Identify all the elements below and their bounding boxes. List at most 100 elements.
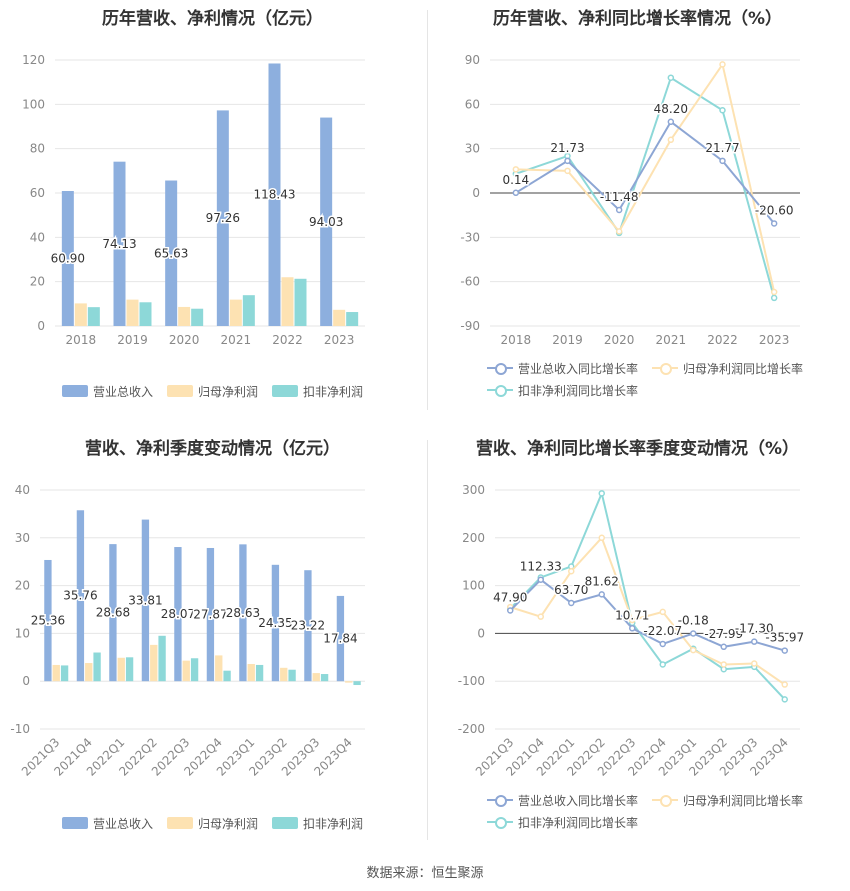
line-扣非净利润同比增长率 [509, 490, 786, 701]
y-tick-label: 40 [30, 230, 45, 244]
x-tick-label: 2018 [66, 333, 97, 347]
chart-legend: 营业总收入同比增长率 归母净利润同比增长率 扣非净利润同比增长率 [425, 789, 850, 833]
legend-item[interactable]: 扣非净利润同比增长率 [487, 814, 638, 831]
bar-归母净利润 [215, 655, 223, 682]
panel-divider [427, 440, 428, 840]
y-tick-label: 30 [15, 531, 30, 545]
bar-归母净利润 [52, 664, 60, 682]
point-归母净利润同比增长率 [659, 608, 666, 616]
x-tick-label: 2020 [169, 333, 200, 347]
bar-营业总收入 [320, 117, 333, 326]
y-tick-label: 80 [30, 142, 45, 156]
bar-value-label: 35.76 [63, 589, 97, 603]
legend-swatch [487, 384, 513, 397]
point-value-label: 48.20 [654, 102, 688, 116]
y-tick-label: 20 [30, 275, 45, 289]
legend-label: 归母净利润 [197, 384, 258, 399]
point-扣非净利润同比增长率 [719, 106, 726, 114]
y-tick-label: -10 [10, 722, 30, 736]
bar-归母净利润 [150, 644, 158, 682]
legend-label: 扣非净利润 [303, 816, 364, 831]
legend-swatch [272, 385, 298, 397]
bar-营业总收入 [206, 547, 215, 682]
bar-营业总收入 [44, 559, 52, 682]
point-营业总收入同比增长率 [507, 607, 514, 614]
bar-扣非净利润 [191, 308, 204, 326]
bar-营业总收入 [76, 510, 85, 682]
legend-item[interactable]: 营业总收入 [61, 383, 153, 400]
chart-title: 营收、净利季度变动情况（亿元） [85, 439, 340, 459]
bar-归母净利润 [281, 277, 294, 326]
legend-swatch [61, 385, 88, 397]
bar-归母净利润 [182, 660, 190, 682]
y-tick-label: 30 [465, 142, 480, 156]
point-营业总收入同比增长率 [568, 599, 575, 607]
legend-label: 营业总收入同比增长率 [518, 361, 639, 376]
y-tick-label: -90 [460, 319, 480, 333]
bar-营业总收入 [239, 544, 247, 682]
bar-营业总收入 [61, 191, 74, 326]
point-营业总收入同比增长率 [770, 220, 778, 227]
y-tick-label: 0 [477, 626, 485, 640]
legend-swatch [652, 362, 679, 375]
legend-item[interactable]: 扣非净利润 [272, 383, 363, 400]
bar-扣非净利润 [346, 312, 359, 326]
panel-divider [427, 10, 428, 410]
bar-扣非净利润 [294, 278, 307, 326]
bar-归母净利润 [333, 309, 346, 326]
bar-value-label: 28.07 [161, 607, 195, 621]
legend-item[interactable]: 扣非净利润同比增长率 [487, 382, 638, 399]
bar-归母净利润 [117, 657, 125, 682]
point-归母净利润同比增长率 [512, 166, 520, 173]
y-tick-label: -60 [460, 275, 480, 289]
bar-value-label: 28.63 [226, 606, 260, 620]
legend-item[interactable]: 营业总收入 [61, 815, 153, 832]
point-营业总收入同比增长率 [598, 591, 605, 598]
y-tick-label: 100 [462, 579, 485, 593]
point-营业总收入同比增长率 [781, 647, 788, 654]
y-tick-label: 10 [15, 626, 30, 640]
bar-营业总收入 [216, 110, 229, 326]
point-归母净利润同比增长率 [751, 660, 758, 667]
point-营业总收入同比增长率 [659, 640, 666, 648]
bar-扣非净利润 [320, 674, 329, 682]
point-归母净利润同比增长率 [719, 61, 726, 68]
bar-value-label: 60.90 [51, 252, 85, 266]
legend-item[interactable]: 归母净利润 [166, 815, 258, 832]
chart-legend: 营业总收入 归母净利润 扣非净利润 [0, 812, 425, 834]
legend-item[interactable]: 营业总收入同比增长率 [487, 792, 638, 809]
chart-title: 历年营收、净利情况（亿元） [102, 9, 323, 29]
point-扣非净利润同比增长率 [659, 661, 666, 668]
point-value-label: 81.62 [585, 574, 619, 588]
point-value-label: 0.14 [502, 173, 529, 187]
bar-营业总收入 [174, 547, 182, 682]
legend-item[interactable]: 归母净利润同比增长率 [652, 792, 803, 809]
legend-item[interactable]: 扣非净利润 [272, 815, 363, 832]
point-value-label: 63.70 [554, 583, 588, 597]
line-营业总收入同比增长率 [509, 578, 786, 652]
point-归母净利润同比增长率 [564, 167, 571, 175]
x-tick-label: 2023 [759, 333, 790, 347]
point-营业总收入同比增长率 [537, 576, 544, 583]
x-tick-label: 2022 [707, 333, 738, 347]
y-tick-label: 60 [465, 97, 480, 111]
bar-扣非净利润 [125, 657, 134, 682]
bar-扣非净利润 [288, 669, 296, 682]
data-source-note: 数据来源：恒生聚源 [366, 866, 484, 881]
y-tick-label: 0 [37, 319, 45, 333]
annual-revenue-profit-chart: 历年营收、净利情况（亿元） 0 20 40 60 80 100 120 2018 2019 202… [0, 0, 425, 430]
quarterly-growth-rate-chart: 营收、净利同比增长率季度变动情况（%） -200 -100 0 100 200 300 20… [425, 430, 850, 860]
point-营业总收入同比增长率 [512, 189, 520, 197]
quarterly-revenue-profit-plot: -100102030402021Q32021Q42022Q12022Q22022… [10, 483, 365, 779]
legend-item[interactable]: 归母净利润同比增长率 [652, 360, 803, 377]
point-value-label: -20.60 [755, 203, 794, 217]
legend-item[interactable]: 营业总收入同比增长率 [487, 360, 638, 377]
point-营业总收入同比增长率 [564, 157, 571, 165]
bar-扣非净利润 [60, 665, 69, 682]
point-归母净利润同比增长率 [629, 616, 636, 624]
legend-item[interactable]: 归母净利润 [166, 383, 258, 400]
y-tick-label: 0 [22, 674, 30, 688]
legend-label: 扣非净利润同比增长率 [518, 815, 639, 830]
point-value-label: 10.71 [615, 608, 649, 622]
x-tick-label: 2019 [117, 333, 148, 347]
